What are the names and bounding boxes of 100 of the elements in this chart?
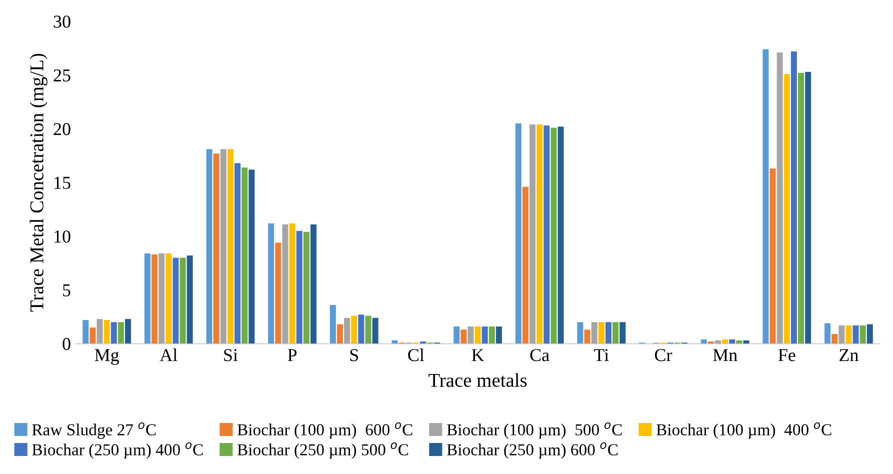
bar <box>242 167 248 344</box>
bar <box>784 74 790 344</box>
bar <box>213 153 220 344</box>
bar <box>805 72 812 344</box>
bar <box>152 254 158 344</box>
bar <box>110 322 117 344</box>
bar <box>776 52 783 344</box>
y-tick-label: 30 <box>54 16 70 28</box>
x-tick-label: Cr <box>654 349 672 362</box>
bar <box>158 253 165 344</box>
bar <box>144 253 150 344</box>
bar <box>248 170 255 344</box>
bar <box>838 325 845 344</box>
bar <box>234 163 241 344</box>
bar <box>166 253 172 344</box>
legend-label: Raw Sludge 27 $^{o}$C <box>32 422 156 439</box>
bar <box>172 258 179 344</box>
bar <box>125 318 132 344</box>
bar <box>612 322 619 344</box>
bar <box>798 72 804 344</box>
y-axis-title: Trace Metal Concetration (mg/L) <box>30 54 48 312</box>
x-tick-label: Zn <box>840 349 858 362</box>
bar <box>550 128 557 344</box>
bar <box>206 149 212 344</box>
x-tick-label: Al <box>160 348 178 362</box>
bar <box>515 123 522 344</box>
bar <box>714 340 721 344</box>
bar <box>275 242 282 344</box>
bar <box>832 334 838 344</box>
bar <box>866 324 873 344</box>
bar <box>310 224 316 344</box>
x-tick-label: Fe <box>778 349 796 362</box>
y-tick-label: 25 <box>54 69 70 82</box>
legend-label: Biochar (250 µm) 500 $^{o}$C <box>237 442 408 459</box>
y-tick-label: 15 <box>54 176 70 189</box>
legend-label: Biochar (100 µm) 400 $^{o}$C <box>656 422 832 439</box>
bar <box>90 328 96 344</box>
bar <box>522 186 528 344</box>
bar <box>790 51 797 344</box>
bar <box>488 326 495 344</box>
legend-label: Biochar (100 µm) 500 $^{o}$C <box>446 422 622 439</box>
bar <box>186 256 193 344</box>
bar <box>743 340 750 344</box>
bar <box>96 318 103 344</box>
bar <box>722 339 728 344</box>
bar <box>303 232 310 344</box>
bar <box>558 126 564 344</box>
bar <box>344 318 350 344</box>
legend-label: Biochar (100 µm) 600 $^{o}$C <box>237 422 412 439</box>
x-tick-label: P <box>288 349 297 362</box>
bar <box>372 318 378 344</box>
y-tick-label: 20 <box>54 123 70 136</box>
y-tick-label: 5 <box>63 284 70 296</box>
bar <box>392 340 398 344</box>
bar <box>282 224 288 344</box>
bar <box>620 322 626 344</box>
bar <box>365 316 372 344</box>
bar <box>268 223 274 344</box>
bar <box>227 149 234 344</box>
x-tick-label: Ti <box>594 349 609 362</box>
x-tick-label: Cl <box>408 348 424 362</box>
bar <box>846 325 852 344</box>
bar <box>180 258 186 344</box>
legend-label: Biochar (250 µm) 600 $^{o}$C <box>446 442 618 459</box>
x-tick-label: Mn <box>713 349 738 362</box>
bar <box>762 49 769 344</box>
x-tick-label: S <box>350 349 358 362</box>
bar <box>82 320 89 344</box>
legend-label: Biochar (250 µm) 400 $^{o}$C <box>32 442 203 459</box>
bar <box>336 324 343 344</box>
y-tick-label: 0 <box>62 338 70 350</box>
bar <box>544 126 550 344</box>
bar <box>591 322 598 344</box>
x-tick-label: Ca <box>530 349 550 362</box>
x-tick-label: Mg <box>94 349 120 365</box>
x-tick-label: K <box>472 349 484 362</box>
bar <box>118 322 124 344</box>
bar <box>220 149 226 344</box>
bar <box>296 230 302 344</box>
bar <box>454 326 460 344</box>
bar <box>729 339 736 344</box>
bar <box>598 322 604 344</box>
bar <box>584 330 590 344</box>
x-tick-label: Si <box>224 349 238 362</box>
bar <box>530 124 536 344</box>
x-axis-title: Trace metals <box>428 373 527 387</box>
bar <box>736 340 742 344</box>
bar <box>358 314 364 344</box>
bar <box>824 323 830 344</box>
bar <box>460 330 467 344</box>
bar <box>351 316 358 344</box>
bar <box>289 223 296 344</box>
bar <box>496 326 502 344</box>
bar <box>852 325 859 344</box>
bar <box>860 325 866 344</box>
y-tick-label: 10 <box>54 230 70 243</box>
bar <box>536 124 543 344</box>
bar <box>700 339 707 344</box>
bar <box>468 326 474 344</box>
bar <box>104 320 110 344</box>
